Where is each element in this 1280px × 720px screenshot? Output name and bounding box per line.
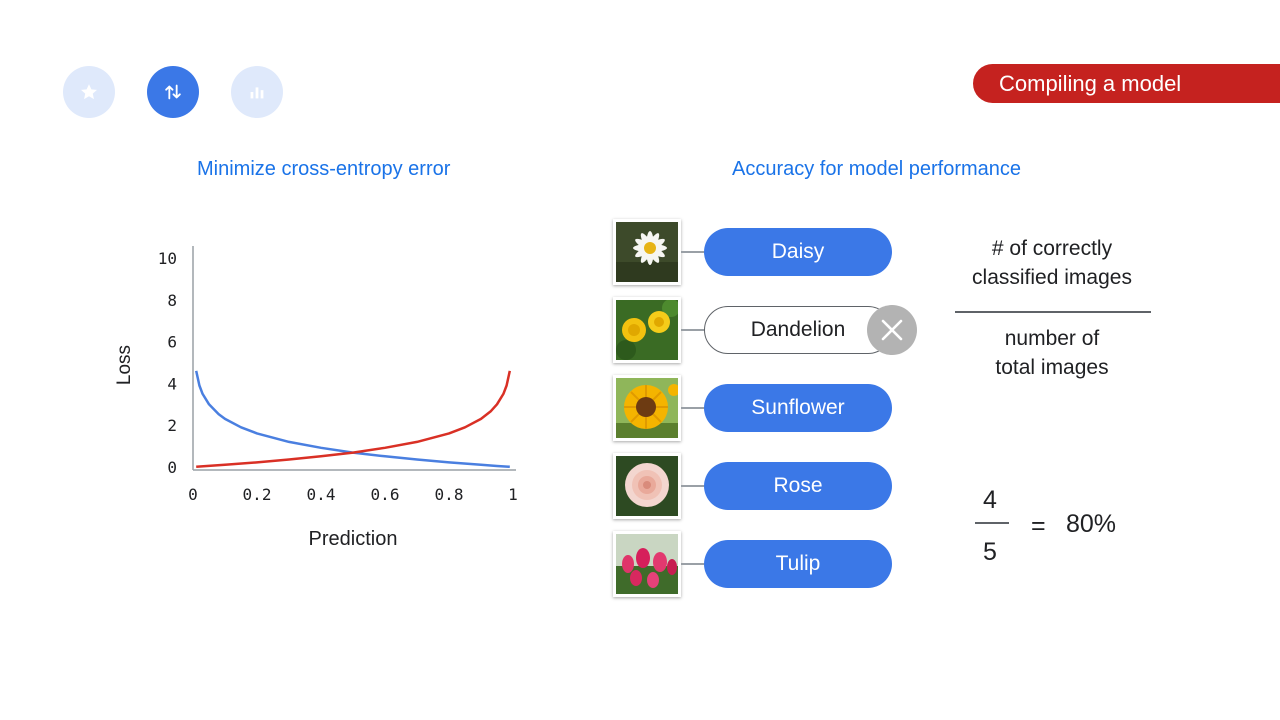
x-tick-label: 0.6 bbox=[371, 485, 400, 504]
result-numerator: 4 bbox=[983, 486, 997, 514]
sort-arrows-icon bbox=[165, 84, 181, 100]
section-badge: Compiling a model bbox=[973, 64, 1280, 103]
class-label-pill: Sunflower bbox=[704, 384, 892, 432]
connector-line bbox=[681, 563, 705, 565]
numerator-line-2: classified images bbox=[972, 266, 1132, 289]
x-tick-label: 0.4 bbox=[307, 485, 336, 504]
star-icon bbox=[81, 84, 97, 100]
y-axis-label: Loss bbox=[114, 345, 135, 385]
connector-line bbox=[681, 407, 705, 409]
result-denominator: 5 bbox=[983, 538, 997, 566]
y-tick-label: 6 bbox=[167, 333, 177, 352]
x-tick-label: 0.8 bbox=[435, 485, 464, 504]
class-label-pill: Tulip bbox=[704, 540, 892, 588]
connector-line bbox=[681, 329, 705, 331]
formula-divider bbox=[955, 311, 1151, 313]
denominator-line-2: total images bbox=[995, 356, 1109, 379]
tulip-image-icon bbox=[613, 531, 681, 597]
y-tick-label: 2 bbox=[167, 416, 177, 435]
y-tick-label: 0 bbox=[167, 458, 177, 477]
connector-line bbox=[681, 485, 705, 487]
equals-sign: = bbox=[1031, 512, 1046, 540]
loss-series-line-0 bbox=[194, 370, 510, 469]
y-tick-label: 4 bbox=[167, 374, 177, 393]
x-tick-label: 1 bbox=[508, 485, 518, 504]
x-tick-label: 0.2 bbox=[243, 485, 272, 504]
result-divider bbox=[975, 522, 1009, 524]
connector-line bbox=[681, 251, 705, 253]
x-axis-label: Prediction bbox=[309, 528, 398, 550]
x-tick-label: 0 bbox=[188, 485, 198, 504]
formula-numerator: # of correctly classified images bbox=[950, 234, 1154, 292]
y-tick-label: 10 bbox=[158, 249, 177, 268]
daisy-image-icon bbox=[613, 219, 681, 285]
loss-chart: 0 2 4 6 8 10 0 0.2 0.4 0.6 0.8 1 Loss Prediction bbox=[114, 246, 518, 550]
accuracy-panel-title: Accuracy for model performance bbox=[732, 158, 1022, 180]
dandelion-image-icon bbox=[613, 297, 681, 363]
loss-panel-title: Minimize cross-entropy error bbox=[197, 158, 451, 180]
nav-sort-button[interactable] bbox=[147, 66, 199, 118]
sunflower-image-icon bbox=[613, 375, 681, 441]
nav-chart-button[interactable] bbox=[231, 66, 283, 118]
loss-series-line-1 bbox=[196, 370, 512, 469]
rose-image-icon bbox=[613, 453, 681, 519]
bar-chart-icon bbox=[250, 87, 264, 99]
formula-denominator: number of total images bbox=[950, 324, 1154, 382]
close-icon bbox=[881, 319, 903, 341]
nav-star-button[interactable] bbox=[63, 66, 115, 118]
denominator-line-1: number of bbox=[1004, 327, 1100, 350]
y-tick-label: 8 bbox=[167, 291, 177, 310]
class-label-pill: Daisy bbox=[704, 228, 892, 276]
accuracy-result: 80% bbox=[1066, 510, 1117, 538]
incorrect-mark bbox=[867, 305, 917, 355]
class-label-pill: Rose bbox=[704, 462, 892, 510]
numerator-line-1: # of correctly bbox=[991, 237, 1113, 260]
class-label-pill: Dandelion bbox=[704, 306, 892, 354]
